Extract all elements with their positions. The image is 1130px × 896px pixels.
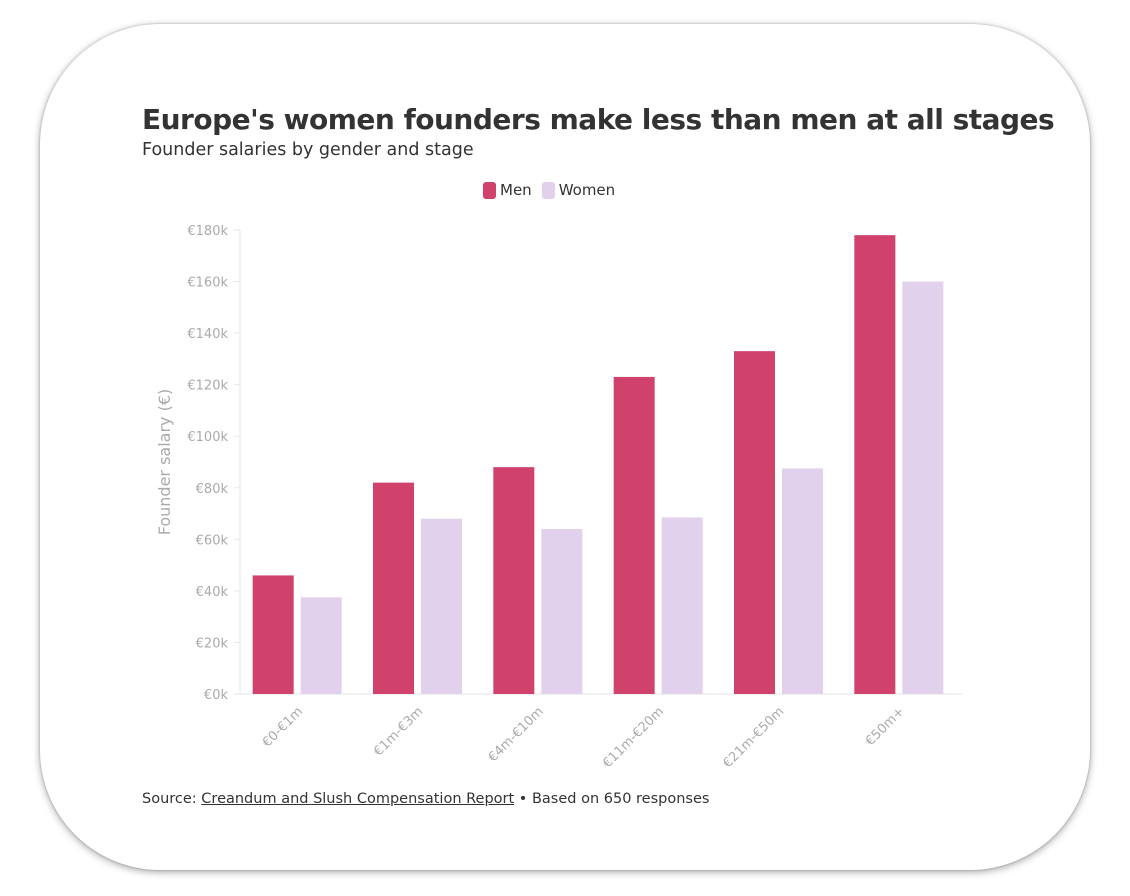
legend-item-women[interactable]: Women	[541, 181, 616, 199]
y-axis-label: Founder salary (€)	[155, 389, 174, 536]
bar-women[interactable]	[541, 529, 583, 694]
y-tick-label: €0k	[204, 688, 229, 703]
y-tick-label: €40k	[196, 585, 229, 600]
bar-men[interactable]	[613, 376, 655, 694]
x-tick-label: €4m-€10m	[486, 704, 547, 765]
bar-women[interactable]	[902, 281, 944, 694]
y-tick-label: €180k	[187, 224, 228, 239]
y-tick-label: €80k	[196, 482, 229, 497]
legend-swatch-women	[541, 181, 555, 199]
bar-men[interactable]	[493, 467, 535, 694]
x-tick-label: €11m-€20m	[600, 704, 667, 771]
y-tick-label: €140k	[187, 327, 228, 342]
source-note: • Based on 650 responses	[514, 791, 710, 807]
y-tick-label: €60k	[196, 533, 229, 548]
bars	[252, 235, 944, 694]
legend-label-men: Men	[500, 181, 532, 199]
y-tick-label: €20k	[196, 636, 229, 651]
bar-women[interactable]	[421, 518, 462, 694]
x-tick-label: €50m+	[863, 704, 908, 749]
bar-women[interactable]	[300, 597, 342, 694]
bar-men[interactable]	[373, 482, 414, 694]
y-tick-label: €120k	[187, 379, 228, 394]
legend-label-women: Women	[558, 181, 616, 199]
chart-title: Europe's women founders make less than m…	[142, 103, 1055, 136]
bar-women[interactable]	[782, 468, 823, 694]
y-tick-label: €160k	[187, 276, 228, 291]
source-link[interactable]: Creandum and Slush Compensation Report	[201, 791, 515, 807]
legend-item-men[interactable]: Men	[483, 181, 532, 199]
source-footer: Source: Creandum and Slush Compensation …	[142, 791, 709, 807]
source-prefix: Source:	[142, 791, 202, 807]
chart-subtitle: Founder salaries by gender and stage	[142, 140, 474, 160]
legend-swatch-men	[483, 181, 496, 199]
bar-men[interactable]	[854, 235, 896, 694]
y-tick-label: €100k	[187, 430, 228, 445]
bar-men[interactable]	[734, 351, 775, 694]
bar-men[interactable]	[252, 575, 294, 694]
legend: Men Women	[483, 181, 615, 199]
bar-women[interactable]	[661, 517, 703, 694]
x-tick-label: €21m-€50m	[720, 704, 787, 771]
x-tick-label: €1m-€3m	[371, 704, 426, 759]
x-tick-label: €0-€1m	[260, 704, 306, 750]
